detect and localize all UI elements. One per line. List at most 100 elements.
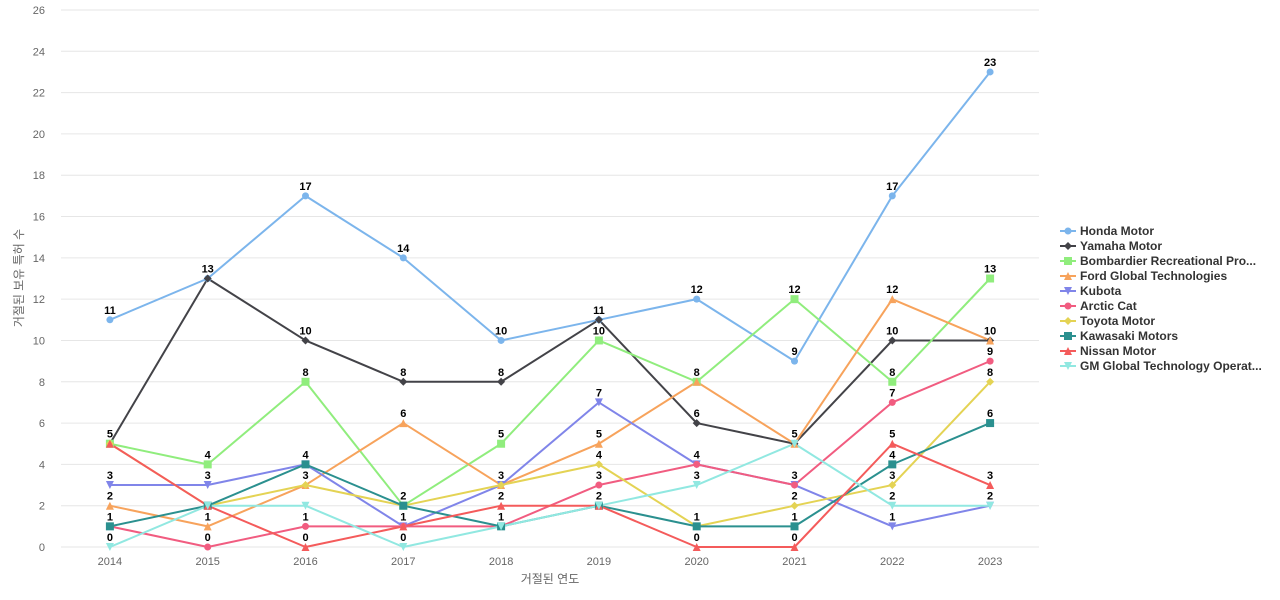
data-label: 17 <box>299 181 311 193</box>
data-label: 2 <box>107 491 113 503</box>
y-tick-label: 8 <box>39 377 45 389</box>
data-point <box>693 460 701 468</box>
data-point <box>399 501 408 510</box>
data-point <box>986 419 995 428</box>
data-point <box>204 543 212 551</box>
legend-label: Arctic Cat <box>1080 299 1137 313</box>
data-label: 5 <box>889 429 895 441</box>
y-tick-label: 24 <box>33 46 45 58</box>
y-tick-label: 4 <box>39 459 45 471</box>
data-point <box>594 501 603 510</box>
series-line <box>109 442 991 548</box>
data-point <box>105 439 114 448</box>
data-label: 8 <box>400 367 406 379</box>
series-line <box>109 442 991 548</box>
series-line <box>109 401 991 528</box>
data-point <box>105 481 114 490</box>
data-point <box>497 377 506 386</box>
legend-marker <box>1064 242 1072 250</box>
data-label: 5 <box>498 429 504 441</box>
data-label: 9 <box>987 346 993 358</box>
data-label: 3 <box>889 470 895 482</box>
data-label: 0 <box>400 532 406 544</box>
data-point <box>888 460 897 469</box>
x-axis-title: 거절된 연도 <box>521 572 580 586</box>
x-axis-ticks: 2014 2015 2016 2017 2018 2019 2020 2021 2022 2023 <box>98 556 1003 568</box>
data-point <box>497 501 506 510</box>
legend-item: Bombardier Recreational Pro... <box>1060 254 1256 268</box>
data-point <box>692 481 701 490</box>
data-label: 4 <box>205 449 212 461</box>
data-point <box>497 481 506 490</box>
data-label: 3 <box>498 470 504 482</box>
data-point <box>790 439 799 448</box>
legend-marker <box>1064 347 1072 355</box>
data-point <box>986 336 995 345</box>
data-point <box>302 522 309 530</box>
data-point <box>594 439 603 448</box>
data-point <box>301 501 310 510</box>
data-label: 7 <box>596 387 602 399</box>
legend-marker <box>1064 257 1072 265</box>
data-label: 13 <box>202 264 214 276</box>
data-point <box>301 543 310 551</box>
data-point <box>888 439 897 448</box>
data-label: 1 <box>205 511 211 523</box>
gridlines <box>61 9 1039 548</box>
y-tick-label: 12 <box>33 294 45 306</box>
data-point <box>790 501 799 510</box>
y-tick-label: 10 <box>33 335 45 347</box>
data-label: 8 <box>302 367 308 379</box>
data-point <box>594 336 603 345</box>
data-label: 5 <box>791 429 797 441</box>
data-point <box>888 501 897 510</box>
x-tick-label: 2023 <box>978 556 1002 568</box>
legend-label: Bombardier Recreational Pro... <box>1080 254 1256 268</box>
data-label: 11 <box>104 305 116 317</box>
data-label: 8 <box>694 367 700 379</box>
legend-item: Kawasaki Motors <box>1060 329 1178 343</box>
data-label: 2 <box>596 491 602 503</box>
data-label: 10 <box>886 325 898 337</box>
data-point <box>595 481 603 489</box>
data-label: 6 <box>987 408 993 420</box>
data-label: 1 <box>498 511 504 523</box>
legend-item: Nissan Motor <box>1060 344 1156 358</box>
data-point <box>986 357 994 365</box>
data-label: 12 <box>788 284 800 296</box>
x-tick-label: 2014 <box>98 556 122 568</box>
data-point <box>692 419 701 428</box>
data-point <box>692 522 701 531</box>
data-point <box>203 522 212 531</box>
legend-marker <box>1064 362 1072 370</box>
data-label: 4 <box>694 449 701 461</box>
data-point <box>399 419 408 428</box>
data-point <box>888 377 897 386</box>
data-label: 10 <box>299 325 311 337</box>
series-markers <box>105 68 995 551</box>
x-tick-label: 2021 <box>782 556 806 568</box>
data-point <box>399 377 408 386</box>
x-tick-label: 2016 <box>293 556 317 568</box>
data-label: 0 <box>791 532 797 544</box>
data-point <box>105 543 114 551</box>
legend-marker <box>1064 227 1072 235</box>
data-label: 23 <box>984 57 996 69</box>
data-point <box>594 398 603 407</box>
legend-marker <box>1064 287 1072 295</box>
data-label: 1 <box>889 511 895 523</box>
data-point <box>594 460 603 469</box>
data-point <box>203 460 212 469</box>
data-label: 9 <box>791 346 797 358</box>
data-point <box>888 398 896 406</box>
data-label: 8 <box>498 367 504 379</box>
data-point <box>302 192 309 200</box>
data-label: 3 <box>596 470 602 482</box>
data-label: 4 <box>889 449 896 461</box>
data-label: 1 <box>107 511 113 523</box>
data-point <box>399 543 408 551</box>
